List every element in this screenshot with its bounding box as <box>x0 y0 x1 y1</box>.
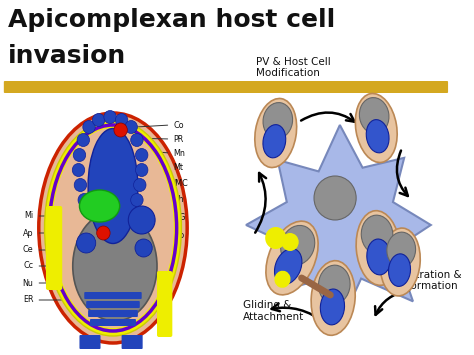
Circle shape <box>92 114 105 126</box>
Text: Mt: Mt <box>173 164 183 173</box>
Text: Ap: Ap <box>23 229 34 237</box>
Ellipse shape <box>366 120 389 153</box>
Text: Co: Co <box>173 120 184 130</box>
Ellipse shape <box>45 120 182 336</box>
Ellipse shape <box>80 190 119 222</box>
Polygon shape <box>246 125 431 325</box>
FancyBboxPatch shape <box>90 319 136 326</box>
FancyBboxPatch shape <box>4 81 448 93</box>
Ellipse shape <box>320 289 345 325</box>
Ellipse shape <box>263 103 292 139</box>
Ellipse shape <box>356 93 397 163</box>
Text: invasion: invasion <box>8 44 126 68</box>
Circle shape <box>136 164 148 176</box>
Circle shape <box>131 193 143 207</box>
Ellipse shape <box>281 225 315 265</box>
Circle shape <box>77 133 90 147</box>
Circle shape <box>77 233 96 253</box>
Ellipse shape <box>39 113 187 343</box>
Circle shape <box>265 227 286 249</box>
Ellipse shape <box>380 228 420 296</box>
Ellipse shape <box>319 265 350 304</box>
Circle shape <box>104 110 116 124</box>
Ellipse shape <box>266 221 318 295</box>
Ellipse shape <box>367 239 391 275</box>
Ellipse shape <box>361 215 393 254</box>
Text: Mn: Mn <box>173 148 185 158</box>
Ellipse shape <box>311 261 355 335</box>
Circle shape <box>131 133 143 147</box>
Text: Cc: Cc <box>23 262 34 271</box>
Circle shape <box>134 179 146 191</box>
Circle shape <box>135 239 152 257</box>
Ellipse shape <box>52 128 174 328</box>
Circle shape <box>114 123 128 137</box>
Circle shape <box>282 233 299 251</box>
Text: ER: ER <box>23 295 34 305</box>
Ellipse shape <box>356 211 400 285</box>
Text: Apicomplexan host cell: Apicomplexan host cell <box>8 8 335 32</box>
Ellipse shape <box>274 248 302 284</box>
FancyBboxPatch shape <box>88 310 138 317</box>
Text: PV & Host Cell
Modification: PV & Host Cell Modification <box>256 57 331 78</box>
Text: Mi: Mi <box>24 212 34 220</box>
Circle shape <box>97 226 110 240</box>
Circle shape <box>74 179 87 191</box>
FancyBboxPatch shape <box>80 335 100 349</box>
Circle shape <box>128 206 155 234</box>
Circle shape <box>73 148 86 162</box>
Circle shape <box>125 120 137 133</box>
Ellipse shape <box>88 129 138 244</box>
Text: DG: DG <box>173 213 186 223</box>
Ellipse shape <box>389 254 410 286</box>
FancyBboxPatch shape <box>84 292 142 299</box>
Circle shape <box>115 114 128 126</box>
FancyBboxPatch shape <box>122 335 143 349</box>
Circle shape <box>83 120 95 133</box>
Text: IMC: IMC <box>173 179 188 187</box>
Ellipse shape <box>387 232 416 267</box>
FancyBboxPatch shape <box>46 206 62 290</box>
Text: Rh: Rh <box>173 196 184 204</box>
Text: Ce: Ce <box>23 246 34 255</box>
Ellipse shape <box>274 271 291 288</box>
Text: Nu: Nu <box>23 279 34 288</box>
Ellipse shape <box>255 98 297 168</box>
Text: Penetration &
PV formation: Penetration & PV formation <box>390 270 462 291</box>
Ellipse shape <box>263 125 286 158</box>
Text: Go: Go <box>173 231 184 240</box>
Ellipse shape <box>73 211 157 321</box>
Text: Gliding &
Attachment: Gliding & Attachment <box>243 300 304 322</box>
FancyBboxPatch shape <box>157 271 173 337</box>
FancyBboxPatch shape <box>86 301 140 308</box>
Ellipse shape <box>314 176 356 220</box>
Text: PR: PR <box>173 135 183 143</box>
Ellipse shape <box>359 98 389 134</box>
Circle shape <box>78 193 91 207</box>
Circle shape <box>136 148 148 162</box>
Circle shape <box>72 164 85 176</box>
